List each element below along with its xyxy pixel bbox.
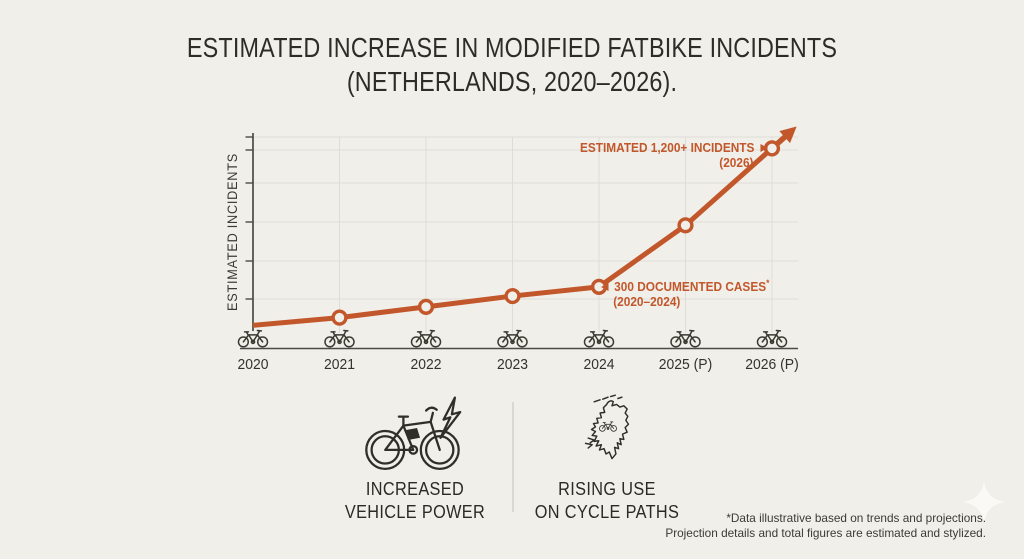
x-tick-label: 2023 (497, 357, 528, 374)
annotation-cases-2024: 300 DOCUMENTED CASES* (2020–2024) (601, 277, 770, 309)
trend-arrow-head (779, 126, 797, 144)
annotation-peak-2026: ESTIMATED 1,200+ INCIDENTS (2026) (580, 141, 768, 170)
y-axis-label: ESTIMATED INCIDENTS (225, 153, 240, 311)
x-tick-label: 2025 (P) (659, 357, 712, 374)
bicycle-icon (237, 329, 269, 348)
x-tick-label: 2022 (411, 357, 442, 374)
x-tick-label: 2021 (324, 357, 355, 374)
triangle-left-icon (601, 283, 609, 292)
data-point-marker (331, 309, 348, 326)
page-title-line-1: ESTIMATED INCREASE IN MODIFIED FATBIKE I… (186, 32, 838, 63)
annotation-peak-text: ESTIMATED 1,200+ INCIDENTS (580, 141, 755, 155)
triangle-right-icon (760, 144, 768, 153)
callout-label-vehicle-power: INCREASED VEHICLE POWER (344, 478, 486, 522)
fatbike-lightning-icon (361, 394, 467, 479)
annotation-cases-subtext: (2020–2024) (613, 294, 681, 309)
data-point-marker (417, 298, 435, 315)
annotation-cases-text: 300 DOCUMENTED CASES* (614, 277, 770, 294)
footnote-line-1: *Data illustrative based on trends and p… (726, 511, 986, 525)
footnote: *Data illustrative based on trends and p… (665, 511, 986, 541)
callout-label-cycle-paths: RISING USE ON CYCLE PATHS (534, 478, 680, 522)
x-tick-label: 2026 (P) (745, 357, 798, 374)
annotation-peak-subtext: (2026) (719, 155, 754, 170)
lightning-bolt-icon (439, 396, 462, 439)
sparkle-icon (963, 481, 1005, 528)
asterisk-superscript: * (766, 277, 770, 288)
data-point-marker (504, 287, 521, 305)
page-title-line-2: (NETHERLANDS, 2020–2026). (346, 66, 678, 97)
data-point-marker (677, 217, 694, 234)
x-tick-label: 2020 (238, 357, 269, 374)
footnote-line-2: Projection details and total figures are… (665, 526, 986, 540)
x-tick-label: 2024 (584, 357, 615, 374)
netherlands-map-bike-icon (575, 393, 641, 475)
page-title: ESTIMATED INCREASE IN MODIFIED FATBIKE I… (77, 31, 947, 99)
callout-divider (512, 402, 514, 512)
